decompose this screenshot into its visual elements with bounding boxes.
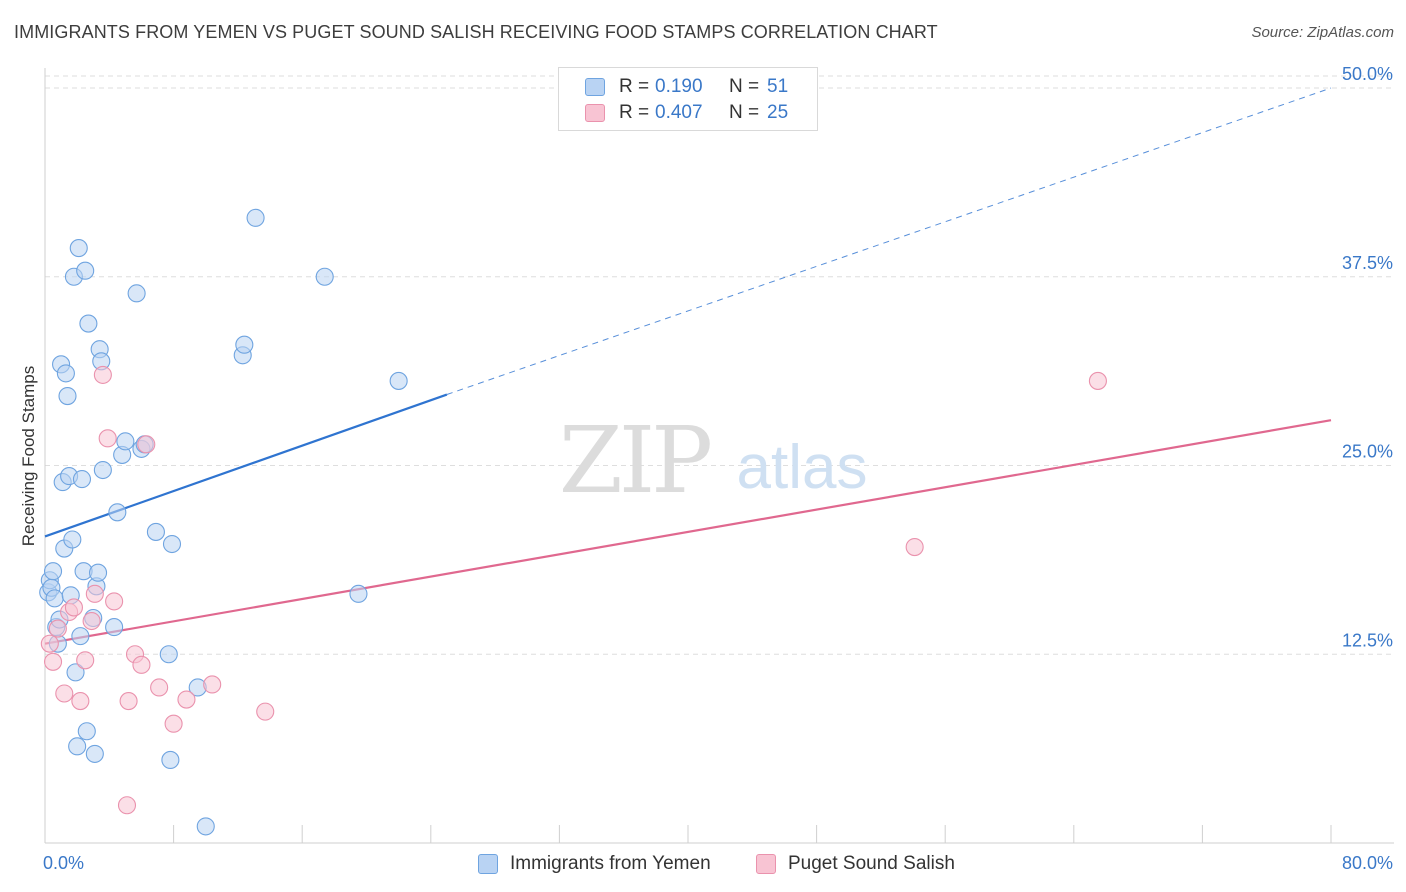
- point-salish: [48, 619, 67, 638]
- y-tick-label: 25.0%: [1342, 442, 1393, 462]
- legend-n-label: N =: [729, 102, 760, 123]
- trend-lines: [44, 87, 1332, 645]
- point-yemen: [71, 627, 90, 646]
- legend-r-label: R =: [619, 76, 650, 97]
- legend-r-label: R =: [619, 102, 650, 123]
- legend-r-value: 0.407: [655, 102, 703, 123]
- point-yemen: [56, 364, 75, 383]
- x-tick-label-max: 80.0%: [1342, 853, 1393, 873]
- point-salish: [40, 634, 59, 653]
- point-salish: [177, 690, 196, 709]
- point-salish: [85, 584, 104, 603]
- point-salish: [1088, 371, 1107, 390]
- point-yemen: [76, 261, 95, 280]
- point-yemen: [349, 584, 368, 603]
- point-yemen: [105, 618, 124, 637]
- watermark-zip: ZIP: [559, 407, 710, 514]
- series-legend-salish: Puget Sound Salish: [756, 852, 955, 876]
- point-yemen: [146, 522, 165, 541]
- point-salish: [55, 684, 74, 703]
- point-yemen: [127, 284, 146, 303]
- point-salish: [43, 652, 63, 671]
- point-yemen: [93, 460, 112, 480]
- point-salish: [137, 435, 156, 454]
- point-yemen: [79, 314, 98, 333]
- y-tick-label: 12.5%: [1342, 630, 1393, 650]
- point-yemen: [85, 744, 104, 763]
- legend-swatch-salish: [585, 104, 605, 122]
- series-label-yemen: Immigrants from Yemen: [510, 853, 711, 874]
- legend-r-value: 0.190: [655, 76, 703, 97]
- point-salish: [117, 796, 137, 815]
- stats-legend: R = 0.190 N = 51 R = 0.407 N = 25: [558, 67, 818, 131]
- point-yemen: [88, 563, 108, 582]
- point-salish: [150, 678, 169, 697]
- point-yemen: [196, 817, 215, 836]
- point-yemen: [77, 722, 96, 741]
- watermark: ZIP atlas: [559, 407, 868, 514]
- point-yemen: [389, 371, 408, 390]
- point-yemen: [161, 750, 180, 770]
- point-yemen: [45, 589, 64, 608]
- series-label-salish: Puget Sound Salish: [788, 853, 955, 874]
- grid: [45, 75, 1394, 655]
- point-yemen: [69, 239, 88, 258]
- point-yemen: [116, 432, 135, 451]
- point-yemen: [63, 530, 82, 549]
- chart-title: IMMIGRANTS FROM YEMEN VS PUGET SOUND SAL…: [14, 22, 938, 42]
- point-salish: [76, 651, 95, 670]
- point-yemen: [108, 503, 127, 522]
- source-label: Source: ZipAtlas.com: [1251, 24, 1394, 41]
- watermark-atlas: atlas: [737, 433, 868, 502]
- legend-row-salish: R = 0.407 N = 25: [585, 101, 788, 125]
- point-salish: [905, 537, 924, 557]
- point-salish: [93, 365, 112, 384]
- trend-extension-yemen: [446, 87, 1332, 396]
- legend-n-label: N =: [729, 76, 760, 97]
- point-yemen: [66, 663, 85, 682]
- point-salish: [119, 692, 138, 711]
- series-legend-yemen: Immigrants from Yemen: [478, 852, 711, 876]
- series-swatch-yemen: [478, 854, 498, 874]
- point-yemen: [162, 534, 182, 554]
- point-salish: [132, 655, 151, 674]
- point-salish: [164, 714, 183, 733]
- axes: 12.5% 25.0% 37.5% 50.0% 0.0% 80.0%: [43, 64, 1394, 873]
- point-yemen: [43, 562, 63, 581]
- point-yemen: [315, 267, 334, 286]
- data-points: [39, 208, 1107, 836]
- point-salish: [203, 675, 222, 694]
- legend-n-value: 51: [767, 76, 789, 97]
- legend-row-yemen: R = 0.190 N = 51: [585, 75, 788, 99]
- point-salish: [256, 702, 275, 721]
- point-salish: [98, 429, 117, 448]
- point-yemen: [68, 737, 87, 756]
- point-salish: [71, 692, 90, 711]
- point-yemen: [159, 645, 178, 664]
- y-tick-label: 50.0%: [1342, 64, 1393, 84]
- y-axis-label: Receiving Food Stamps: [19, 366, 38, 546]
- legend-swatch-yemen: [585, 78, 605, 96]
- point-yemen: [72, 470, 92, 489]
- point-yemen: [246, 208, 265, 227]
- point-yemen: [235, 335, 254, 354]
- series-swatch-salish: [756, 854, 776, 874]
- x-tick-label-min: 0.0%: [43, 853, 84, 873]
- trend-line-salish: [44, 419, 1332, 645]
- point-salish: [82, 611, 101, 631]
- legend-n-value: 25: [767, 102, 789, 123]
- point-salish: [64, 598, 83, 617]
- point-salish: [105, 592, 124, 611]
- y-tick-label: 37.5%: [1342, 253, 1393, 273]
- point-yemen: [58, 386, 77, 406]
